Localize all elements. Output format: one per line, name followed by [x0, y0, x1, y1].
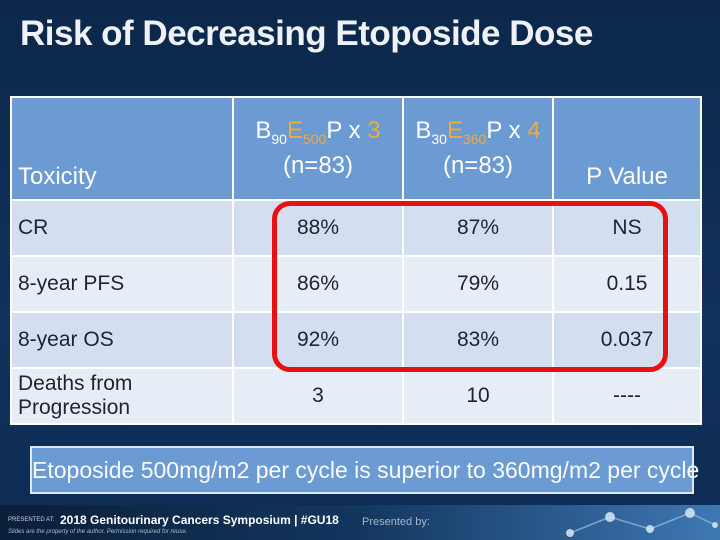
arm2-e-dose: 360 [462, 130, 487, 147]
arm1-b: B [255, 116, 272, 144]
table-header-row: Toxicity B90E500P x 3 (n=83) B30E360P x … [10, 96, 702, 201]
arm1-e: E [286, 116, 303, 144]
table-row: Deaths from Progression 3 10 ---- [10, 367, 702, 425]
toxicity-table: Toxicity B90E500P x 3 (n=83) B30E360P x … [10, 96, 702, 425]
footer-presented-at: PRESENTED AT: [8, 517, 55, 523]
row-arm1-value: 86% [232, 255, 404, 313]
table-row: 8-year OS 92% 83% 0.037 [10, 311, 702, 369]
molecule-decoration-icon [566, 508, 718, 537]
row-label: 8-year OS [10, 311, 234, 369]
row-arm2-value: 83% [402, 311, 554, 369]
footer-presented-by: Presented by: [362, 516, 430, 528]
row-pvalue: 0.15 [552, 255, 702, 313]
header-pvalue: P Value [552, 96, 702, 201]
arm2-cycles: 4 [527, 116, 541, 144]
footer: PRESENTED AT: 2018 Genitourinary Cancers… [0, 505, 720, 540]
row-label: Deaths from Progression [10, 367, 234, 425]
arm1-b-dose: 90 [271, 130, 287, 147]
row-pvalue: NS [552, 199, 702, 257]
row-arm2-value: 10 [402, 367, 554, 425]
header-arm-1: B90E500P x 3 (n=83) [232, 96, 404, 201]
header-toxicity: Toxicity [10, 96, 234, 201]
row-arm2-value: 79% [402, 255, 554, 313]
row-pvalue: ---- [552, 367, 702, 425]
table-row: CR 88% 87% NS [10, 199, 702, 257]
conclusion-banner: Etoposide 500mg/m2 per cycle is superior… [30, 446, 699, 494]
row-label: CR [10, 199, 234, 257]
arm2-e: E [446, 116, 463, 144]
row-arm1-value: 88% [232, 199, 404, 257]
table-row: 8-year PFS 86% 79% 0.15 [10, 255, 702, 313]
row-label: 8-year PFS [10, 255, 234, 313]
arm1-p: P x [326, 116, 368, 144]
arm1-e-dose: 500 [302, 130, 327, 147]
highlight-box [272, 201, 668, 372]
arm2-b: B [415, 116, 432, 144]
row-arm1-value: 92% [232, 311, 404, 369]
row-arm1-value: 3 [232, 367, 404, 425]
row-pvalue: 0.037 [552, 311, 702, 369]
footer-property-notice: Slides are the property of the author. P… [8, 529, 188, 535]
slide-title: Risk of Decreasing Etoposide Dose [20, 14, 593, 53]
row-arm2-value: 87% [402, 199, 554, 257]
arm1-n: (n=83) [282, 151, 354, 179]
footer-symposium: 2018 Genitourinary Cancers Symposium | #… [60, 513, 339, 527]
arm1-cycles: 3 [367, 116, 381, 144]
arm2-n: (n=83) [442, 151, 514, 179]
header-arm-2: B30E360P x 4 (n=83) [402, 96, 554, 201]
arm2-b-dose: 30 [431, 130, 447, 147]
arm2-p: P x [486, 116, 528, 144]
